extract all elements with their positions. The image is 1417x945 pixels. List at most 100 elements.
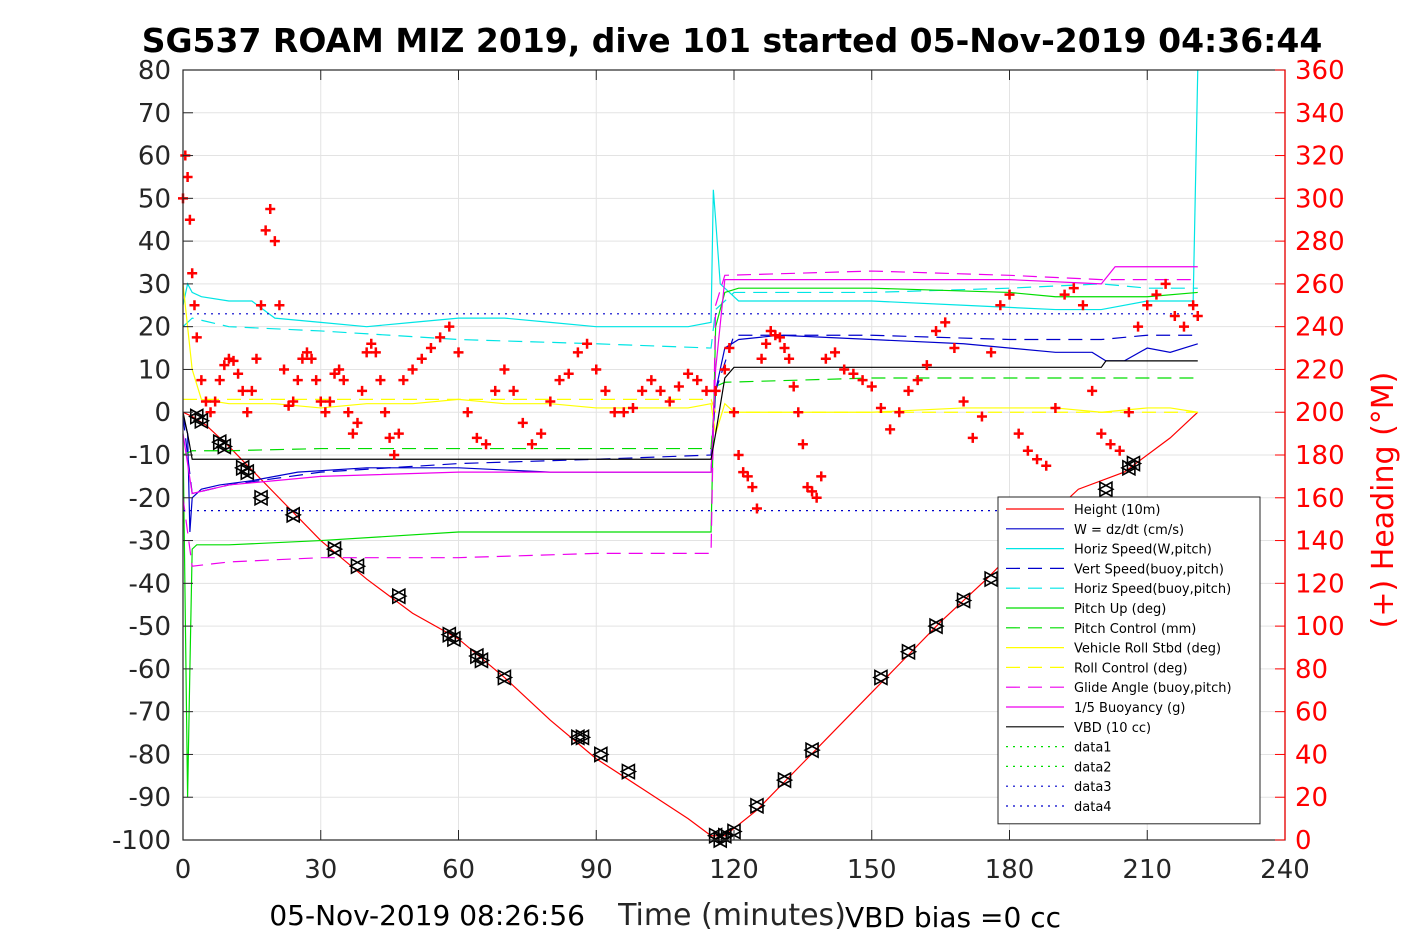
y-tick-label: 80 (138, 56, 171, 86)
heading-point (811, 492, 822, 503)
heading-point (1032, 454, 1043, 465)
heading-point (343, 407, 354, 418)
marker-left (348, 557, 365, 575)
heading-point (1178, 321, 1189, 332)
heading-point (361, 347, 372, 358)
heading-point (256, 300, 267, 311)
heading-point (807, 486, 818, 497)
heading-point (182, 171, 193, 182)
heading-point (742, 471, 753, 482)
heading-point (380, 407, 391, 418)
heading-point (338, 375, 349, 386)
heading-point (545, 396, 556, 407)
heading-point (251, 353, 262, 364)
series-line-7 (182, 283, 1198, 434)
chart-title: SG537 ROAM MIZ 2019, dive 101 started 05… (142, 21, 1323, 60)
heading-point (692, 375, 703, 386)
heading-point (444, 321, 455, 332)
heading-point (797, 439, 808, 450)
heading-point (784, 353, 795, 364)
heading-point (793, 407, 804, 418)
legend-label-6: Pitch Control (mm) (1074, 622, 1196, 637)
heading-point (655, 385, 666, 396)
marker-left (775, 771, 792, 789)
heading-point (848, 368, 859, 379)
heading-point (517, 417, 528, 428)
heading-point (563, 368, 574, 379)
legend: Height (10m) W = dz/dt (cm/s) Horiz Speed(… (997, 496, 1261, 825)
heading-point (301, 347, 312, 358)
series-line-8 (183, 398, 1198, 413)
heading-point (200, 396, 211, 407)
heading-point (976, 411, 987, 422)
legend-label-14: data3 (1074, 780, 1112, 795)
heading-point (683, 368, 694, 379)
legend-label-2: Horiz Speed(W,pitch) (1074, 543, 1212, 558)
marker-left (215, 438, 232, 455)
footer-timestamp: 05-Nov-2019 08:26:56 (269, 899, 585, 932)
heading-point (788, 381, 799, 392)
heading-point (389, 450, 400, 460)
heading-point (184, 214, 195, 225)
legend-label-9: Glide Angle (buoy,pitch) (1074, 681, 1232, 696)
marker-left (390, 587, 406, 605)
y2-tick-label: 220 (1295, 355, 1345, 385)
heading-point (1142, 300, 1153, 311)
heading-point (1004, 289, 1015, 300)
axes: 0 30 60 90 120 150 180 210 24080706050403020100-… (112, 56, 1345, 885)
heading-point (214, 375, 225, 386)
heading-point (931, 325, 942, 336)
heading-point (866, 381, 877, 392)
heading-point (189, 300, 200, 311)
series-line-4 (182, 283, 1198, 349)
heading-point (191, 332, 202, 343)
heading-point (779, 343, 790, 354)
heading-point (618, 407, 629, 418)
heading-point (315, 396, 326, 407)
heading-point (921, 360, 932, 371)
heading-point (416, 353, 427, 364)
heading-point (210, 396, 221, 407)
y-tick-label: -50 (129, 612, 171, 642)
heading-point (536, 428, 547, 439)
marker-left (619, 763, 636, 780)
heading-layer (178, 150, 1203, 514)
y-tick-label: 10 (138, 355, 171, 385)
legend-label-10: 1/5 Buoyancy (g) (1074, 701, 1185, 716)
heading-point (903, 385, 914, 396)
y-tick-label: -90 (129, 783, 171, 813)
marker-left (495, 669, 512, 686)
marker-left (899, 643, 916, 661)
y2-tick-label: 280 (1295, 227, 1345, 257)
y-tick-label: 60 (138, 142, 171, 172)
legend-label-4: Horiz Speed(buoy,pitch) (1074, 582, 1231, 597)
marker-left (445, 630, 461, 648)
heading-point (219, 360, 230, 371)
legend-label-15: data4 (1074, 800, 1112, 815)
heading-point (265, 204, 276, 215)
marker-left (927, 617, 943, 635)
y-tick-label: 70 (138, 99, 171, 129)
heading-point (572, 347, 583, 358)
heading-point (1192, 310, 1203, 321)
heading-point (366, 338, 377, 349)
heading-point (664, 396, 675, 407)
marker-left (592, 746, 608, 763)
heading-point (320, 407, 331, 418)
y2-tick-label: 100 (1295, 612, 1345, 642)
x-tick-label: 240 (1260, 855, 1310, 885)
heading-point (733, 450, 744, 460)
marker-left (982, 570, 998, 588)
heading-point (967, 432, 978, 443)
y-tick-label: -60 (129, 655, 171, 685)
y-tick-label: -20 (129, 484, 171, 514)
heading-point (499, 364, 510, 375)
marker-left (1097, 480, 1113, 498)
heading-point (398, 375, 409, 386)
heading-point (1133, 321, 1144, 332)
y2-tick-label: 320 (1295, 142, 1345, 172)
y2-tick-label: 140 (1295, 527, 1345, 557)
marker-left (569, 728, 585, 746)
heading-point (508, 385, 519, 396)
heading-point (637, 385, 648, 396)
